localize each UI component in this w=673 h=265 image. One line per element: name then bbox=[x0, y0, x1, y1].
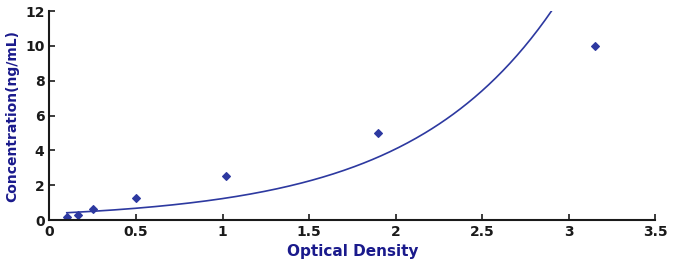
Y-axis label: Concentration(ng/mL): Concentration(ng/mL) bbox=[5, 29, 20, 202]
X-axis label: Optical Density: Optical Density bbox=[287, 244, 418, 259]
